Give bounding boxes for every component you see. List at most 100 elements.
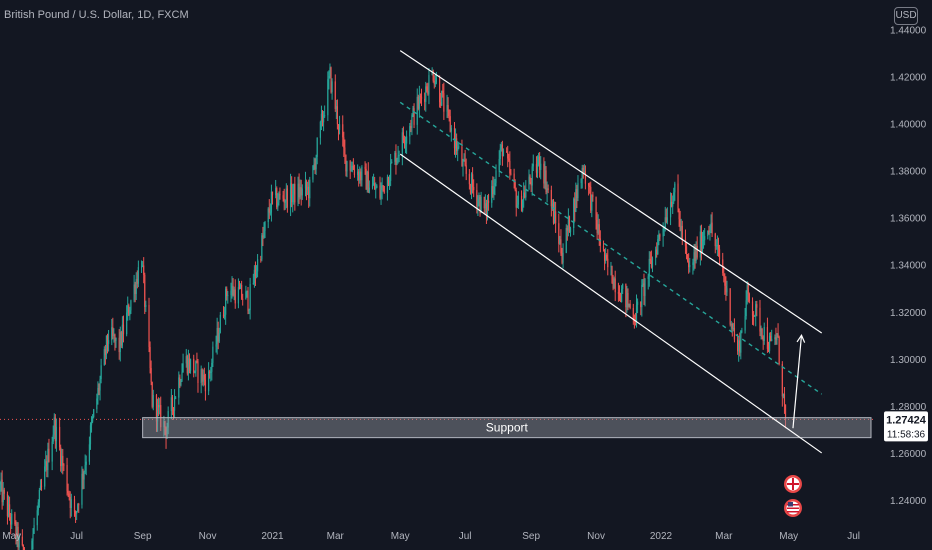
candle (2, 482, 4, 506)
currency-button[interactable]: USD (894, 7, 918, 25)
candle (550, 185, 552, 217)
support-zone-rect[interactable] (142, 417, 872, 439)
candle (434, 74, 436, 88)
candle-body (782, 393, 784, 397)
candle-body (498, 158, 500, 171)
candle-body (33, 525, 35, 534)
candle (21, 529, 23, 547)
candle (282, 190, 284, 202)
candle-body (16, 526, 18, 540)
candle (122, 315, 125, 343)
us-flag-icon[interactable] (783, 499, 802, 517)
candle (629, 299, 631, 310)
candle-body (160, 405, 162, 428)
candle-body (398, 155, 400, 157)
channel-drawings[interactable] (399, 50, 823, 454)
candle (215, 335, 217, 353)
candle (82, 468, 84, 490)
candle (784, 404, 787, 429)
candle (271, 191, 274, 205)
support-zone[interactable]: Support (142, 417, 872, 439)
candle (403, 135, 406, 149)
candle-body (416, 96, 418, 125)
candle (468, 169, 470, 190)
candle-body (36, 510, 38, 526)
candle (671, 193, 673, 208)
candle-body (133, 284, 135, 301)
candle-body (238, 287, 241, 290)
candle-body (536, 164, 539, 173)
candle-body (545, 170, 547, 193)
candle (471, 167, 474, 194)
candle (194, 370, 196, 374)
candle (268, 199, 270, 220)
symbol-title: British Pound / U.S. Dollar, 1D, FXCM (4, 9, 189, 21)
support-zone-label: Support (486, 421, 529, 435)
candle-body (397, 155, 399, 159)
candle-body (535, 164, 538, 173)
candle (781, 361, 783, 407)
candle (305, 179, 308, 201)
candle-body (484, 203, 486, 209)
channel-upper-line[interactable] (399, 50, 823, 334)
candle (500, 141, 502, 152)
candle (756, 300, 758, 317)
candle-body (716, 245, 719, 247)
candle (99, 375, 101, 401)
candle (458, 142, 460, 150)
candle-body (32, 533, 34, 541)
candle (181, 363, 183, 382)
candle-body (391, 161, 393, 163)
candle (659, 233, 661, 242)
candle-body (31, 540, 33, 550)
candle (167, 406, 169, 435)
x-tick-label: Sep (134, 531, 152, 542)
candle (200, 365, 202, 394)
candle (156, 398, 159, 432)
candle (69, 491, 71, 519)
candle-body (54, 417, 56, 442)
arrow-head[interactable] (796, 334, 806, 343)
candle (416, 88, 418, 135)
uk-flag-icon[interactable] (783, 475, 802, 493)
candle-body (85, 461, 87, 465)
candle (485, 199, 488, 224)
candle (543, 157, 545, 189)
candle (768, 332, 771, 354)
candle-body (293, 183, 295, 195)
candle (590, 181, 592, 214)
candle (155, 393, 158, 432)
candle-body (271, 191, 274, 196)
candle (517, 191, 519, 209)
candle-body (483, 196, 485, 209)
candle-body (114, 334, 116, 341)
candle (241, 280, 243, 300)
candle-body (241, 284, 243, 299)
candle-body (766, 327, 769, 349)
candle (499, 143, 501, 166)
candle-body (394, 152, 396, 162)
candle-body (610, 266, 612, 268)
candle (724, 273, 726, 295)
candle (159, 398, 161, 415)
candle-body (406, 136, 408, 144)
candle-body (262, 235, 264, 238)
candle (651, 256, 654, 273)
candle (327, 71, 329, 122)
candle (245, 285, 247, 300)
candle (322, 110, 325, 132)
channel-mid-line[interactable] (399, 101, 823, 395)
candle-body (127, 305, 129, 313)
candle (435, 71, 438, 85)
candle (254, 261, 257, 286)
candle (536, 155, 539, 179)
candle-body (614, 278, 616, 293)
candle (692, 258, 694, 275)
candle-body (663, 227, 665, 229)
channel-lower-line[interactable] (399, 153, 823, 454)
candle (81, 466, 83, 509)
candle-body (167, 411, 169, 428)
event-flags[interactable] (783, 475, 802, 517)
arrow-shaft[interactable] (792, 335, 803, 429)
